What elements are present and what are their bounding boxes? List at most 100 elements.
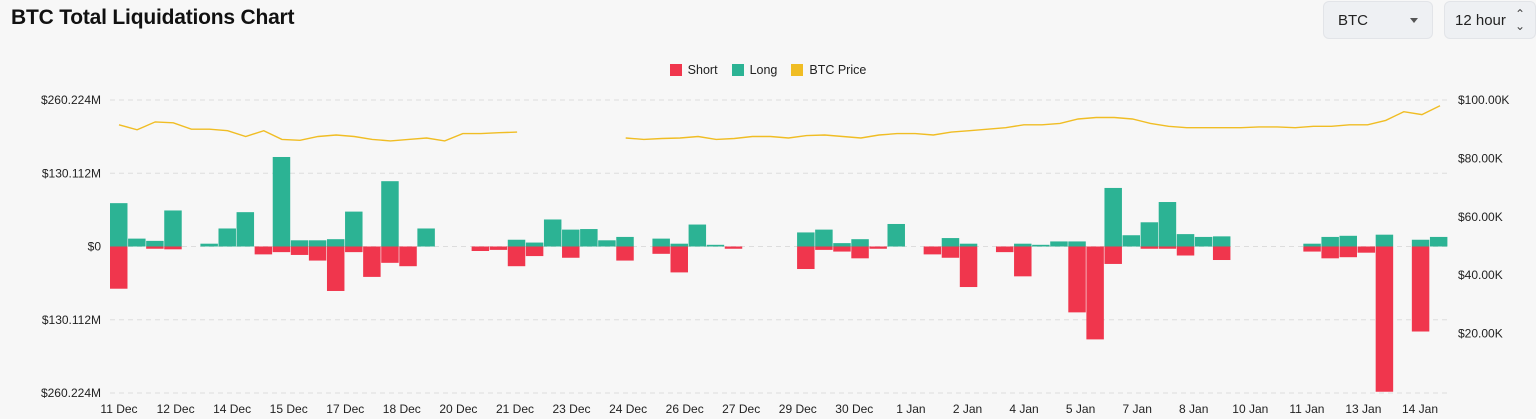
short-bar	[326, 246, 345, 291]
short-bar	[110, 246, 128, 289]
long-bar	[1212, 236, 1231, 247]
x-axis-tick-label: 4 Jan	[1009, 402, 1038, 416]
x-axis-tick-label: 23 Dec	[552, 402, 590, 416]
x-axis-tick-label: 13 Jan	[1345, 402, 1381, 416]
long-bar	[959, 243, 978, 247]
x-axis-tick-label: 30 Dec	[835, 402, 873, 416]
x-axis-tick-label: 10 Jan	[1232, 402, 1268, 416]
short-bar	[1212, 246, 1231, 261]
short-bar	[941, 246, 960, 258]
right-axis-tick-label: $40.00K	[1458, 268, 1503, 282]
long-bar	[887, 223, 905, 247]
long-bar	[110, 203, 128, 247]
short-bar	[471, 246, 490, 251]
short-bar	[1140, 246, 1159, 249]
x-axis-tick-label: 1 Jan	[896, 402, 925, 416]
left-axis-tick-label: $130.112M	[42, 166, 101, 180]
btc-price-line	[625, 105, 1441, 141]
long-bar	[507, 239, 526, 247]
x-axis: 11 Dec 12 Dec 14 Dec 15 Dec 17 Dec 18 Dec 20 D…	[100, 402, 1438, 416]
long-bar	[688, 224, 707, 247]
long-bar	[598, 240, 616, 247]
long-bar	[345, 211, 363, 247]
coin-select[interactable]: BTC	[1323, 1, 1433, 39]
x-axis-tick-label: 14 Jan	[1402, 402, 1438, 416]
long-bar	[308, 240, 327, 247]
page-title: BTC Total Liquidations Chart	[11, 6, 295, 29]
x-axis-tick-label: 5 Jan	[1066, 402, 1095, 416]
short-bar	[1068, 246, 1086, 313]
short-bar	[562, 246, 580, 258]
short-bar	[869, 246, 887, 249]
long-bar	[543, 219, 562, 247]
x-axis-tick-label: 14 Dec	[213, 402, 251, 416]
long-bar	[851, 239, 869, 247]
short-bar	[1375, 246, 1394, 392]
legend-swatch-long	[731, 64, 744, 76]
long-bar	[525, 242, 544, 247]
x-axis-tick-label: 15 Dec	[270, 402, 308, 416]
long-bar	[218, 228, 236, 247]
long-bar	[1176, 234, 1195, 247]
left-axis: $260.224M $130.112M $0 $130.112M $260.224M	[41, 93, 101, 400]
chevron-down-icon	[1410, 17, 1418, 23]
short-bar	[1411, 246, 1430, 332]
left-axis-tick-label: $130.112M	[42, 313, 101, 327]
short-bar	[525, 246, 544, 257]
short-bar	[851, 246, 869, 259]
legend-item-long[interactable]: Long	[731, 63, 777, 77]
coin-select-value: BTC	[1338, 11, 1368, 29]
x-axis-tick-label: 8 Jan	[1179, 402, 1208, 416]
long-bar	[417, 228, 435, 247]
x-axis-tick-label: 11 Jan	[1289, 402, 1324, 416]
short-bar	[146, 246, 164, 249]
x-axis-tick-label: 20 Dec	[439, 402, 477, 416]
short-bar	[489, 246, 508, 250]
right-axis-tick-label: $60.00K	[1458, 210, 1503, 224]
long-bar	[164, 210, 182, 247]
short-bar	[308, 246, 327, 261]
long-bar	[1303, 243, 1321, 247]
short-bar	[1303, 246, 1321, 252]
x-axis-tick-label: 29 Dec	[779, 402, 817, 416]
long-bar	[1032, 244, 1050, 247]
left-axis-tick-label: $260.224M	[41, 386, 101, 400]
long-bar	[326, 239, 345, 247]
long-bar	[1411, 239, 1430, 247]
short-bar	[399, 246, 417, 267]
legend-item-price[interactable]: BTC Price	[791, 63, 866, 77]
short-bar	[164, 246, 182, 250]
short-bar	[1014, 246, 1032, 277]
short-bar	[724, 246, 743, 249]
interval-select[interactable]: 12 hour ⌃ ⌄	[1444, 1, 1536, 39]
short-bar	[363, 246, 381, 277]
long-bar	[941, 238, 960, 247]
short-bar	[670, 246, 688, 273]
long-bar	[1122, 235, 1141, 247]
long-bar	[1050, 241, 1068, 247]
long-bar	[670, 243, 688, 247]
long-bar	[381, 181, 399, 247]
short-bar	[616, 246, 634, 261]
long-bar	[1104, 187, 1122, 247]
short-bar	[381, 246, 399, 263]
long-bar	[1375, 234, 1394, 247]
short-bar	[652, 246, 670, 254]
long-bar	[1014, 243, 1032, 247]
legend-swatch-price	[791, 64, 804, 76]
short-bar	[1339, 246, 1357, 258]
long-bar	[272, 156, 291, 247]
long-bar	[833, 243, 851, 247]
legend-item-short[interactable]: Short	[669, 63, 718, 77]
interval-select-value: 12 hour	[1455, 11, 1506, 29]
short-bar	[923, 246, 942, 255]
short-bar	[815, 246, 833, 250]
long-bar	[1429, 236, 1448, 247]
long-bar	[815, 229, 833, 247]
x-axis-tick-label: 26 Dec	[666, 402, 704, 416]
long-bar	[290, 240, 309, 247]
short-bar	[1158, 246, 1177, 249]
short-bar	[1357, 246, 1376, 253]
long-bar	[1158, 202, 1177, 247]
